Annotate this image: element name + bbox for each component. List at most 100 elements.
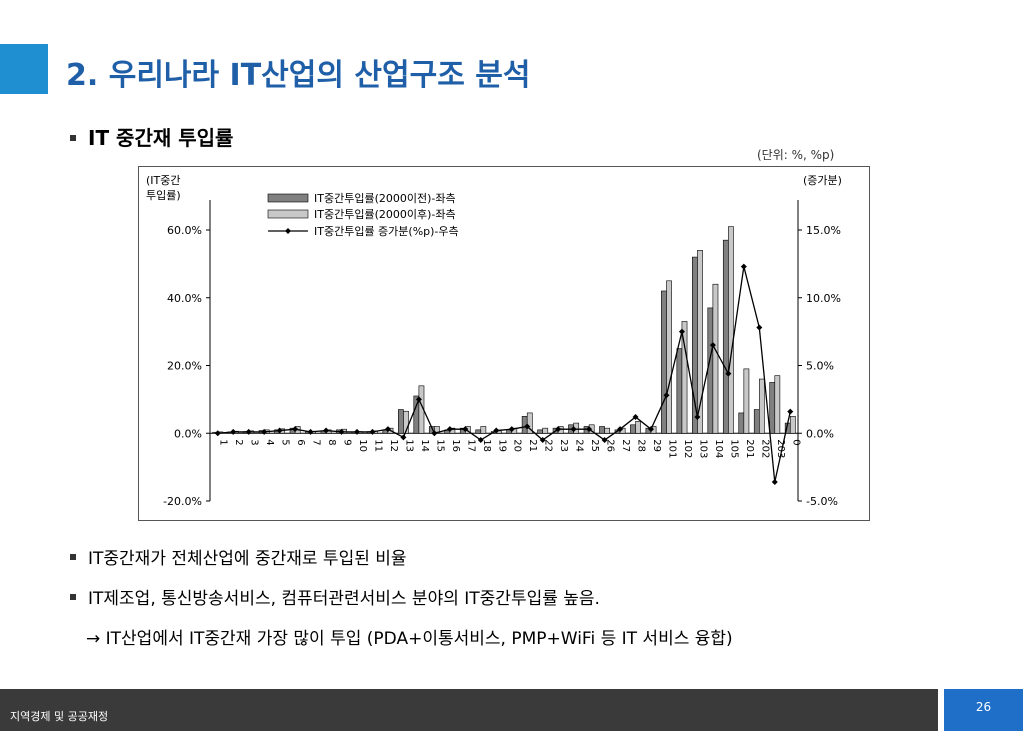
bar-1: [475, 429, 482, 434]
bullet-item-3: → IT산업에서 IT중간재 가장 많이 투입 (PDA+이통서비스, PMP+…: [86, 629, 733, 649]
left-tick-label: 0.0%: [174, 427, 202, 440]
increase-point: [570, 426, 577, 433]
left-tick-label: -20.0%: [163, 495, 202, 508]
page-number: 26: [975, 700, 992, 714]
increase-point: [323, 427, 330, 434]
category-label: 105: [728, 439, 739, 458]
category-label: 6: [295, 439, 306, 445]
category-label: 15: [434, 439, 445, 452]
bullet-item-1: IT중간재가 전체산업에 중간재로 투입된 비율: [70, 544, 407, 569]
increase-point: [740, 263, 747, 270]
increase-point: [415, 396, 422, 403]
category-label: 23: [558, 439, 569, 452]
bar-1: [769, 382, 776, 434]
bar-2: [681, 321, 688, 434]
page-number-box: [944, 689, 1023, 731]
increase-point: [369, 428, 376, 435]
increase-point: [245, 428, 252, 435]
left-tick-label: 60.0%: [167, 224, 202, 237]
category-label: 4: [264, 439, 275, 445]
increase-point: [694, 413, 701, 420]
legend-label-2: IT중간투입률(2000이후)-좌측: [314, 208, 456, 221]
bar-2: [697, 250, 703, 434]
right-axis-title: (증가분): [803, 174, 842, 187]
increase-point: [446, 426, 453, 433]
bar-1: [753, 409, 760, 434]
legend-swatch-1: [267, 193, 309, 203]
footer-text: 지역경제 및 공공재정: [10, 710, 109, 723]
category-label: 103: [697, 439, 708, 458]
increase-point: [384, 426, 391, 433]
legend-swatch-2: [267, 209, 309, 219]
bar-1: [738, 412, 745, 434]
bar-2: [728, 226, 734, 434]
legend-label-1: IT중간투입률(2000이전)-좌측: [314, 192, 456, 205]
bar-2: [526, 412, 533, 434]
category-label: 29: [651, 439, 662, 452]
increase-point: [539, 437, 546, 444]
increase-point: [709, 342, 716, 349]
bar-1: [537, 429, 543, 434]
category-label: 8: [326, 439, 337, 445]
bar-2: [635, 421, 641, 434]
category-label: 12: [388, 439, 399, 452]
category-label: 11: [372, 439, 383, 452]
right-tick-label: -5.0%: [806, 495, 838, 508]
category-label: 9: [342, 439, 353, 445]
category-label: 202: [759, 439, 770, 458]
category-label: 24: [574, 439, 585, 452]
bar-1: [676, 348, 683, 434]
category-label: 7: [311, 439, 322, 445]
category-label: 19: [496, 439, 507, 452]
category-label: 26: [605, 439, 616, 452]
category-label: 102: [682, 439, 693, 458]
bar-2: [604, 427, 610, 434]
increase-point: [555, 426, 562, 433]
legend-marker-3: [285, 228, 291, 234]
increase-point: [431, 430, 438, 437]
right-tick-label: 0.0%: [806, 427, 834, 440]
increase-point: [493, 427, 500, 434]
bar-1: [661, 290, 667, 434]
left-axis-title: (IT중간: [146, 174, 181, 187]
increase-point: [524, 423, 531, 430]
increase-point: [632, 413, 639, 420]
increase-point: [261, 428, 268, 435]
category-label: 201: [744, 439, 755, 458]
category-label: 20: [512, 439, 523, 452]
title-accent-bar: [0, 44, 48, 94]
increase-point: [307, 428, 314, 435]
subtitle: IT 중간재 투입률: [70, 122, 233, 151]
bar-1: [722, 239, 729, 434]
bullet-item-2: IT제조업, 통신방송서비스, 컴퓨터관련서비스 분야의 IT중간투입률 높음.: [70, 584, 600, 609]
category-label: 10: [357, 439, 368, 452]
bar-1: [630, 424, 636, 434]
bar-1: [398, 409, 404, 434]
increase-point: [787, 408, 794, 415]
increase-point: [214, 430, 221, 437]
category-label: 27: [620, 439, 631, 452]
bullet-text-1: IT중간재가 전체산업에 중간재로 투입된 비율: [88, 549, 407, 569]
category-label: 21: [527, 439, 538, 452]
category-label: 18: [481, 439, 492, 452]
bar-1: [692, 256, 698, 434]
increase-point: [586, 426, 593, 433]
bar-2: [774, 375, 781, 434]
right-tick-label: 10.0%: [806, 292, 841, 305]
category-label: 14: [419, 439, 430, 452]
legend-label-3: IT중간투입률 증가분(%p)-우측: [314, 225, 459, 238]
category-label: 16: [450, 439, 461, 452]
bar-2: [759, 378, 765, 434]
increase-point: [292, 426, 299, 433]
unit-note: (단위: %, %p): [757, 148, 835, 162]
increase-point: [508, 426, 515, 433]
category-label: 13: [403, 439, 414, 452]
category-label: 3: [249, 439, 260, 445]
increase-point: [338, 428, 345, 435]
bar-2: [480, 426, 487, 434]
left-tick-label: 20.0%: [167, 360, 202, 373]
increase-point: [617, 426, 624, 433]
subtitle-text: IT 중간재 투입률: [88, 126, 234, 150]
increase-point: [725, 370, 732, 377]
increase-point: [678, 328, 685, 335]
